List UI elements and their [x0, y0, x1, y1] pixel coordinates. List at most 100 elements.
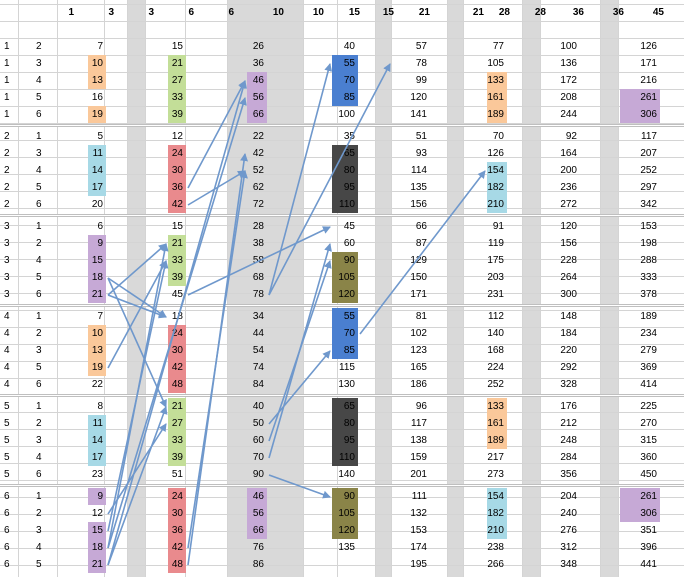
value-cell[interactable]: 369 — [640, 362, 657, 373]
value-cell[interactable]: 27 — [168, 72, 186, 89]
value-cell[interactable]: 77 — [492, 41, 504, 52]
value-cell[interactable]: 225 — [640, 401, 657, 412]
row-index-cell[interactable]: 3 — [4, 238, 10, 249]
value-cell[interactable]: 126 — [640, 41, 657, 52]
value-cell[interactable]: 198 — [640, 238, 657, 249]
value-cell[interactable]: 261 — [620, 89, 660, 106]
row-sub-index-cell[interactable]: 5 — [36, 559, 42, 570]
value-cell[interactable]: 236 — [560, 182, 577, 193]
value-cell[interactable]: 34 — [252, 311, 264, 322]
value-cell[interactable]: 224 — [487, 362, 504, 373]
header-cell[interactable]: 28 — [534, 7, 546, 18]
value-cell[interactable]: 201 — [410, 469, 427, 480]
row-sub-index-cell[interactable]: 6 — [36, 199, 42, 210]
value-cell[interactable]: 153 — [640, 221, 657, 232]
value-cell[interactable]: 42 — [168, 196, 186, 213]
value-cell[interactable]: 44 — [252, 328, 264, 339]
value-cell[interactable]: 130 — [338, 379, 355, 390]
value-cell[interactable]: 148 — [560, 311, 577, 322]
value-cell[interactable]: 120 — [410, 92, 427, 103]
value-cell[interactable]: 7 — [97, 41, 103, 52]
value-cell[interactable]: 92 — [565, 131, 577, 142]
value-cell[interactable]: 46 — [247, 72, 267, 89]
value-cell[interactable]: 136 — [560, 58, 577, 69]
value-cell[interactable]: 21 — [168, 398, 186, 415]
value-cell[interactable]: 210 — [487, 196, 507, 213]
value-cell[interactable]: 200 — [560, 165, 577, 176]
value-cell[interactable]: 78 — [252, 289, 264, 300]
row-sub-index-cell[interactable]: 3 — [36, 525, 42, 536]
row-sub-index-cell[interactable]: 2 — [36, 238, 42, 249]
value-cell[interactable]: 78 — [415, 58, 427, 69]
value-cell[interactable]: 189 — [487, 106, 507, 123]
value-cell[interactable]: 12 — [171, 131, 183, 142]
value-cell[interactable]: 276 — [560, 525, 577, 536]
value-cell[interactable]: 96 — [415, 401, 427, 412]
row-index-cell[interactable]: 2 — [4, 148, 10, 159]
value-cell[interactable]: 30 — [168, 342, 186, 359]
row-index-cell[interactable]: 5 — [4, 401, 10, 412]
value-cell[interactable]: 60 — [252, 435, 264, 446]
value-cell[interactable]: 12 — [91, 508, 103, 519]
row-sub-index-cell[interactable]: 3 — [36, 435, 42, 446]
value-cell[interactable]: 129 — [410, 255, 427, 266]
value-cell[interactable]: 231 — [487, 289, 504, 300]
value-cell[interactable]: 90 — [332, 252, 358, 269]
value-cell[interactable]: 234 — [640, 328, 657, 339]
header-cell[interactable]: 3 — [108, 7, 114, 18]
value-cell[interactable]: 240 — [560, 508, 577, 519]
value-cell[interactable]: 248 — [560, 435, 577, 446]
value-cell[interactable]: 244 — [560, 109, 577, 120]
value-cell[interactable]: 284 — [560, 452, 577, 463]
value-cell[interactable]: 414 — [640, 379, 657, 390]
value-cell[interactable]: 21 — [168, 55, 186, 72]
value-cell[interactable]: 66 — [415, 221, 427, 232]
value-cell[interactable]: 15 — [171, 221, 183, 232]
row-sub-index-cell[interactable]: 2 — [36, 418, 42, 429]
value-cell[interactable]: 17 — [88, 179, 106, 196]
value-cell[interactable]: 39 — [168, 449, 186, 466]
value-cell[interactable]: 351 — [640, 525, 657, 536]
value-cell[interactable]: 207 — [640, 148, 657, 159]
value-cell[interactable]: 117 — [411, 418, 427, 429]
value-cell[interactable]: 42 — [168, 359, 186, 376]
row-sub-index-cell[interactable]: 6 — [36, 469, 42, 480]
value-cell[interactable]: 171 — [640, 58, 657, 69]
value-cell[interactable]: 56 — [247, 89, 267, 106]
value-cell[interactable]: 154 — [487, 488, 507, 505]
value-cell[interactable]: 87 — [415, 238, 427, 249]
row-sub-index-cell[interactable]: 2 — [36, 328, 42, 339]
header-cell[interactable]: 21 — [472, 7, 484, 18]
value-cell[interactable]: 156 — [560, 238, 577, 249]
header-cell[interactable]: 36 — [612, 7, 624, 18]
value-cell[interactable]: 46 — [247, 488, 267, 505]
row-index-cell[interactable]: 1 — [4, 41, 10, 52]
value-cell[interactable]: 36 — [168, 522, 186, 539]
value-cell[interactable]: 252 — [640, 165, 657, 176]
header-cell[interactable]: 3 — [148, 7, 154, 18]
value-cell[interactable]: 288 — [640, 255, 657, 266]
value-cell[interactable]: 18 — [88, 269, 106, 286]
value-cell[interactable]: 342 — [640, 199, 657, 210]
value-cell[interactable]: 36 — [168, 179, 186, 196]
value-cell[interactable]: 40 — [343, 41, 355, 52]
value-cell[interactable]: 13 — [88, 72, 106, 89]
header-cell[interactable]: 10 — [312, 7, 324, 18]
value-cell[interactable]: 11 — [88, 145, 106, 162]
value-cell[interactable]: 189 — [487, 432, 507, 449]
value-cell[interactable]: 90 — [252, 469, 264, 480]
header-cell[interactable]: 36 — [572, 7, 584, 18]
value-cell[interactable]: 45 — [343, 221, 355, 232]
value-cell[interactable]: 150 — [410, 272, 427, 283]
value-cell[interactable]: 133 — [487, 72, 507, 89]
row-index-cell[interactable]: 3 — [4, 272, 10, 283]
value-cell[interactable]: 38 — [252, 238, 264, 249]
value-cell[interactable]: 266 — [487, 559, 504, 570]
value-cell[interactable]: 300 — [560, 289, 577, 300]
value-cell[interactable]: 348 — [560, 559, 577, 570]
value-cell[interactable]: 273 — [487, 469, 504, 480]
value-cell[interactable]: 30 — [168, 162, 186, 179]
row-sub-index-cell[interactable]: 4 — [36, 452, 42, 463]
row-sub-index-cell[interactable]: 5 — [36, 92, 42, 103]
value-cell[interactable]: 6 — [97, 221, 103, 232]
